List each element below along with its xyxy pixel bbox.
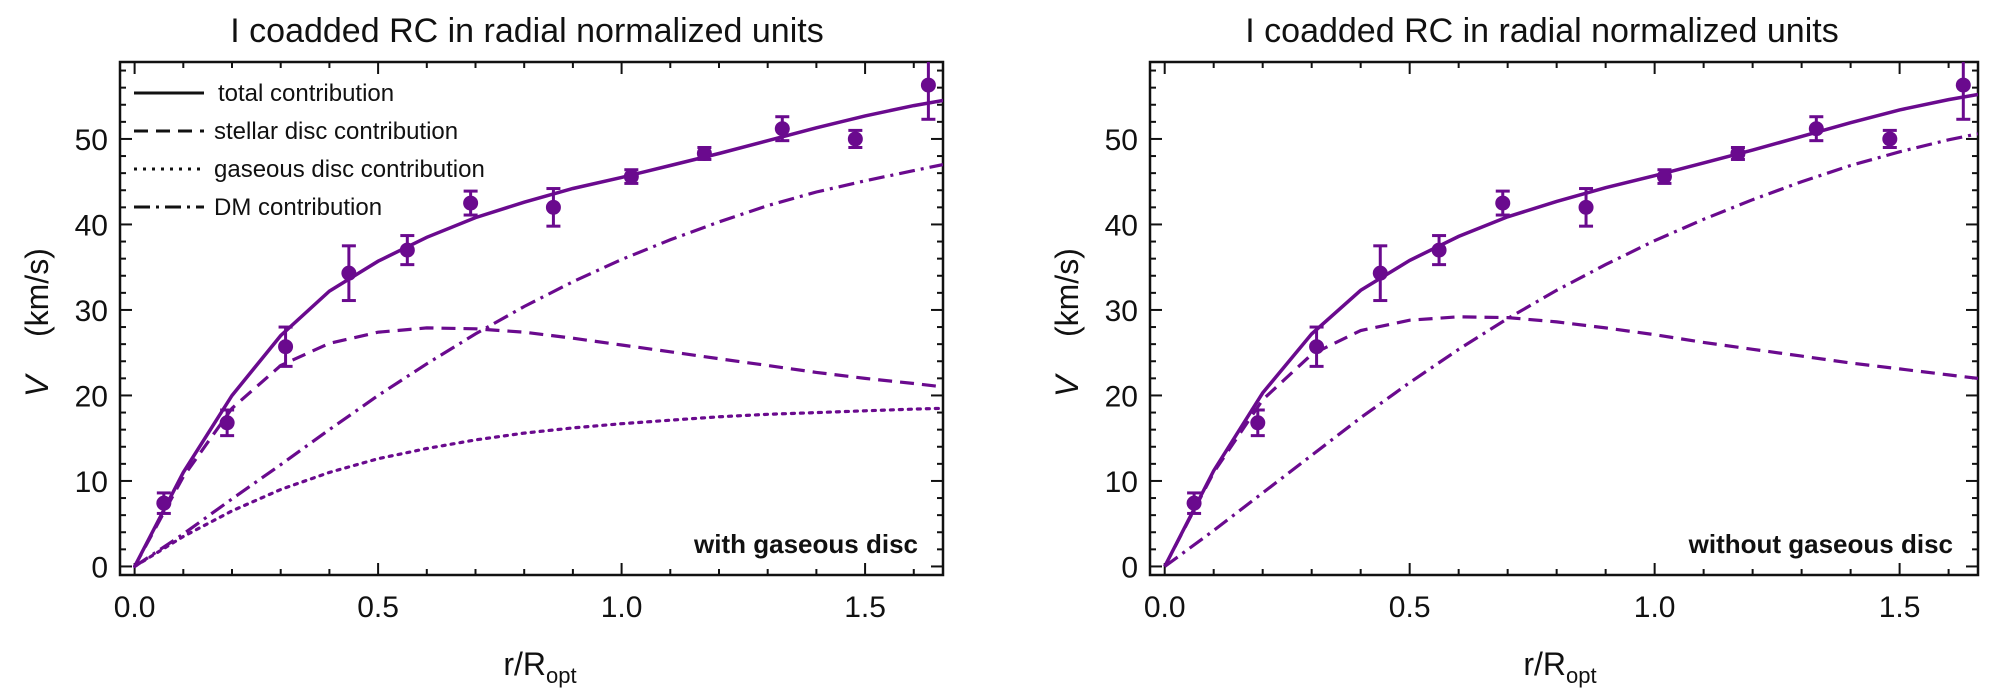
data-point — [1730, 145, 1746, 161]
series-line-dashed — [1163, 315, 1978, 568]
data-point — [920, 77, 936, 93]
x-tick-label: 1.0 — [1634, 591, 1676, 624]
series-line-dashed — [133, 326, 943, 568]
data-point — [1186, 495, 1202, 511]
series-line-dotted — [133, 406, 943, 569]
y-tick-label: 40 — [75, 209, 108, 242]
panel-title: I coadded RC in radial normalized units — [230, 12, 823, 50]
y-axis-label-unit: (km/s) — [19, 248, 55, 337]
x-axis-label-sub: opt — [1566, 663, 1597, 688]
data-point — [623, 169, 639, 185]
series-line-dashdot — [133, 163, 943, 568]
data-point — [1431, 242, 1447, 258]
data-point — [341, 265, 357, 281]
data-point — [1309, 339, 1325, 355]
y-tick-label: 30 — [1105, 295, 1138, 328]
data-point — [463, 195, 479, 211]
x-tick-label: 1.5 — [1879, 591, 1921, 624]
legend: total contribution stellar disc contribut… — [134, 80, 485, 221]
data-point — [545, 199, 561, 215]
y-axis-label: V (km/s) — [1049, 248, 1085, 397]
y-tick-label: 30 — [75, 295, 108, 328]
y-axis-label-var: V — [19, 373, 55, 397]
data-point — [1372, 265, 1388, 281]
data-point — [847, 131, 863, 147]
panel-without-gaseous-disc: I coadded RC in radial normalized units … — [1049, 12, 1980, 688]
y-tick-label: 50 — [1105, 124, 1138, 157]
y-axis-label-var: V — [1049, 373, 1085, 397]
x-tick-label: 0.5 — [1389, 591, 1431, 624]
plot-area: 0.0 0.5 1.0 1.5 0 10 20 30 40 50 — [75, 60, 945, 624]
x-tick-label: 0.5 — [357, 591, 399, 624]
panel-with-gaseous-disc: I coadded RC in radial normalized units … — [19, 12, 945, 688]
data-points — [156, 62, 936, 515]
plot-area: 0.0 0.5 1.0 1.5 0 10 20 30 40 50 — [1105, 60, 1980, 624]
series-group — [133, 98, 943, 569]
data-point — [1495, 195, 1511, 211]
data-point — [1955, 77, 1971, 93]
legend-label: gaseous disc contribution — [214, 156, 485, 183]
panel-annotation: with gaseous disc — [693, 529, 918, 559]
y-tick-label: 40 — [1105, 209, 1138, 242]
data-point — [399, 242, 415, 258]
y-tick-label: 0 — [1121, 551, 1138, 584]
legend-label: DM contribution — [214, 194, 382, 221]
y-axis-label-unit: (km/s) — [1049, 248, 1085, 337]
panel-annotation: without gaseous disc — [1688, 529, 1953, 559]
x-tick-label: 0.0 — [114, 591, 156, 624]
legend-label: stellar disc contribution — [214, 118, 458, 145]
y-tick-label: 0 — [91, 551, 108, 584]
series-line-dashdot — [1163, 132, 1978, 568]
x-axis-label-sub: opt — [546, 663, 577, 688]
y-tick-label: 20 — [75, 380, 108, 413]
data-point — [1808, 121, 1824, 137]
data-points — [1186, 62, 1971, 515]
data-point — [774, 121, 790, 137]
series-line-solid — [133, 98, 943, 568]
x-axis-label-main: r/R — [1523, 646, 1566, 682]
x-tick-label: 1.0 — [601, 591, 643, 624]
y-tick-label: 50 — [75, 124, 108, 157]
data-point — [696, 145, 712, 161]
plot-frame — [1148, 60, 1980, 577]
data-point — [1578, 199, 1594, 215]
data-point — [156, 495, 172, 511]
data-point — [1656, 169, 1672, 185]
x-axis-label: r/Ropt — [1523, 646, 1596, 688]
data-point — [278, 339, 294, 355]
series-group — [1163, 92, 1978, 568]
panel-title: I coadded RC in radial normalized units — [1245, 12, 1838, 50]
y-tick-label: 20 — [1105, 380, 1138, 413]
x-tick-label: 1.5 — [844, 591, 886, 624]
data-point — [1250, 415, 1266, 431]
x-axis-label: r/Ropt — [503, 646, 576, 688]
y-tick-label: 10 — [75, 466, 108, 499]
series-line-solid — [1163, 92, 1978, 568]
plot-frame — [118, 60, 945, 577]
y-tick-label: 10 — [1105, 466, 1138, 499]
x-tick-label: 0.0 — [1144, 591, 1186, 624]
data-point — [219, 415, 235, 431]
legend-label: total contribution — [218, 80, 394, 107]
y-axis-label: V (km/s) — [19, 248, 55, 397]
data-point — [1882, 131, 1898, 147]
x-axis-label-main: r/R — [503, 646, 546, 682]
